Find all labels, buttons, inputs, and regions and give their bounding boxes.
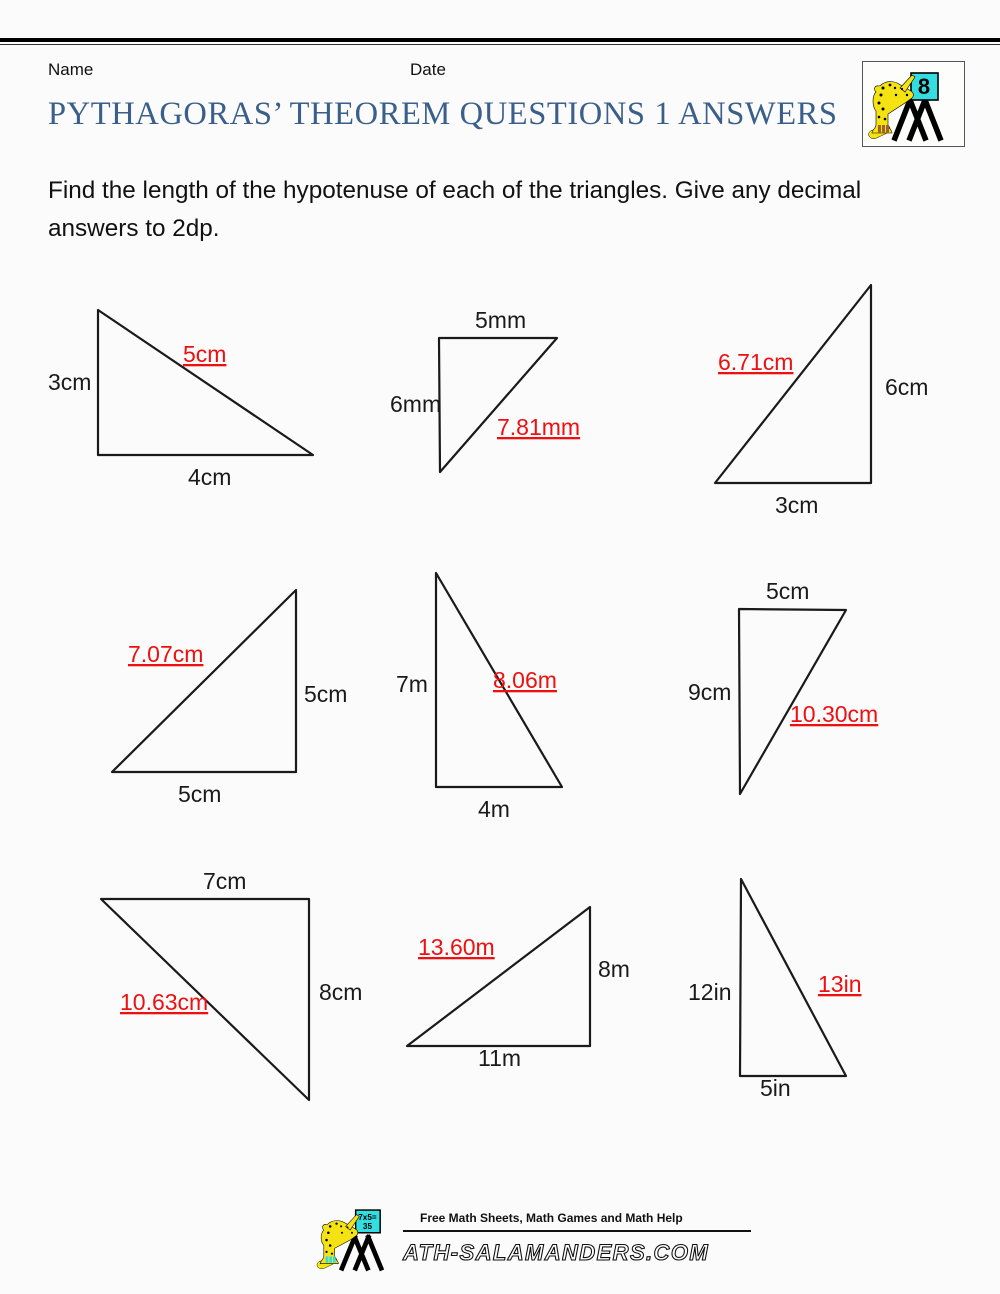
svg-text:8m: 8m [598,956,630,982]
svg-text:13.60m: 13.60m [418,934,495,960]
svg-text:12in: 12in [688,979,731,1005]
svg-text:6.71cm: 6.71cm [718,349,793,375]
svg-text:5cm: 5cm [766,578,809,604]
svg-text:10.30cm: 10.30cm [790,701,878,727]
svg-text:7.81mm: 7.81mm [497,414,580,440]
svg-text:6cm: 6cm [885,374,928,400]
svg-text:7.07cm: 7.07cm [128,641,203,667]
svg-text:5cm: 5cm [183,341,226,367]
svg-text:35: 35 [363,1222,373,1231]
svg-text:10.63cm: 10.63cm [120,989,208,1015]
svg-text:4m: 4m [478,796,510,822]
svg-text:13in: 13in [818,971,861,997]
svg-text:8cm: 8cm [319,979,362,1005]
svg-text:8.06m: 8.06m [493,667,557,693]
svg-text:3cm: 3cm [775,492,818,518]
svg-text:11m: 11m [478,1045,521,1071]
svg-text:7cm: 7cm [203,868,246,894]
svg-text:4cm: 4cm [188,464,231,490]
svg-text:7x5=: 7x5= [358,1213,377,1222]
svg-text:5mm: 5mm [475,307,526,333]
svg-text:5cm: 5cm [304,681,347,707]
svg-text:5cm: 5cm [178,781,221,807]
svg-text:3cm: 3cm [48,369,91,395]
svg-text:6mm: 6mm [390,391,441,417]
svg-text:7m: 7m [396,671,428,697]
svg-text:5in: 5in [760,1075,791,1101]
svg-text:9cm: 9cm [688,679,731,705]
